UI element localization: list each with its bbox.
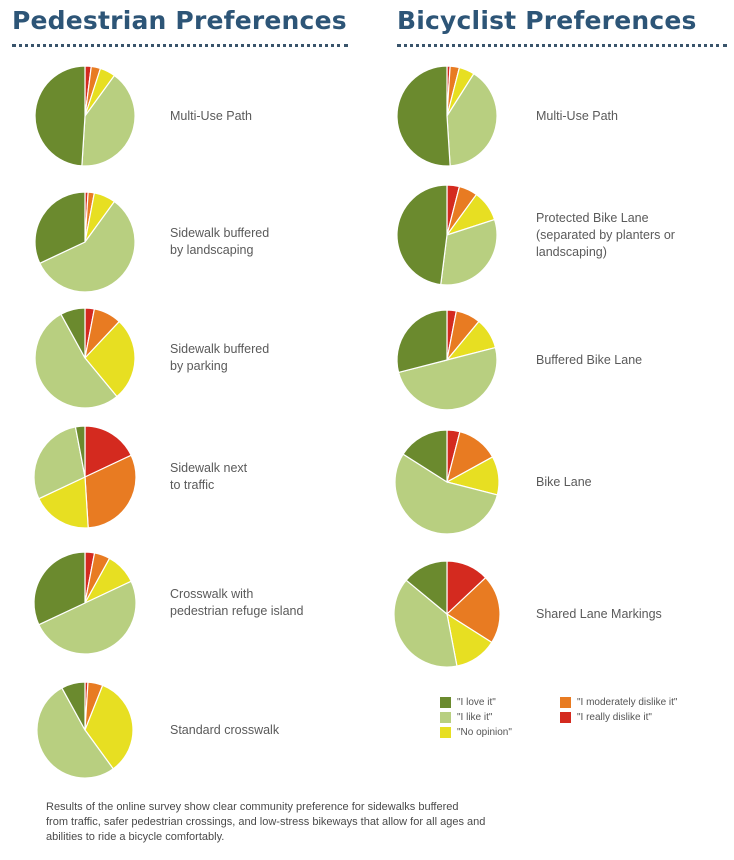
pie-slice-love: [34, 191, 86, 265]
pie-slice-like: [36, 687, 115, 779]
pie-slice-love: [60, 307, 86, 359]
pie-slice-love: [33, 551, 86, 626]
legend-moderately-dislike-swatch: [560, 697, 571, 708]
pie-label: Protected Bike Lane (separated by plante…: [536, 210, 675, 259]
bicyclist-pie-3: [396, 309, 498, 411]
pedestrian-pie-6: [36, 681, 134, 779]
pie-slice-love: [34, 65, 86, 167]
legend-no-opinion: "No opinion": [440, 727, 512, 738]
legend-really-dislike: "I really dislike it": [560, 712, 652, 723]
bicyclist-title: Bicyclist Preferences: [397, 6, 697, 35]
pie-slice-no-opinion: [38, 476, 89, 529]
pie-slice-love: [396, 65, 451, 167]
pie-slice-like: [34, 313, 118, 409]
legend: "I love it" "I like it" "No opinion" "I …: [440, 697, 730, 745]
pie-slice-love: [402, 429, 448, 484]
pie-slice-moderately-dislike: [446, 576, 501, 644]
legend-really-dislike-swatch: [560, 712, 571, 723]
pedestrian-pie-4: [33, 425, 137, 529]
pie-slice-like: [38, 580, 137, 655]
caption: Results of the online survey show clear …: [46, 800, 706, 845]
legend-moderately-dislike: "I moderately dislike it": [560, 697, 677, 708]
legend-no-opinion-label: "No opinion": [457, 727, 512, 738]
pedestrian-title: Pedestrian Preferences: [12, 6, 347, 35]
bicyclist-pie-4: [394, 429, 500, 535]
pie-label: Standard crosswalk: [170, 722, 280, 737]
pie-slice-no-opinion: [84, 320, 136, 398]
pie-label: Bike Lane: [536, 474, 592, 489]
pedestrian-pie-3: [34, 307, 136, 409]
pie-label: Multi-Use Path: [536, 108, 618, 123]
pie-slice-love: [74, 425, 86, 478]
pie-slice-love: [61, 681, 86, 731]
legend-no-opinion-swatch: [440, 727, 451, 738]
pie-label: Buffered Bike Lane: [536, 352, 643, 367]
caption-line: Results of the online survey show clear …: [46, 801, 459, 813]
pie-slice-like: [38, 200, 136, 293]
caption-line: from traffic, safer pedestrian crossings…: [46, 816, 486, 828]
pedestrian-pie-1: [34, 65, 136, 167]
legend-like-swatch: [440, 712, 451, 723]
pie-label: Multi-Use Path: [170, 108, 252, 123]
legend-moderately-dislike-label: "I moderately dislike it": [577, 697, 678, 708]
pie-slice-like: [393, 579, 458, 668]
pedestrian-pie-2: [34, 191, 136, 293]
pie-slice-no-opinion: [84, 684, 134, 770]
pie-slice-like: [33, 426, 86, 500]
pie-slice-love: [405, 560, 448, 616]
pie-slice-really-dislike: [84, 425, 132, 478]
pie-slice-like: [397, 346, 498, 411]
pie-slice-like: [446, 72, 498, 167]
pie-slice-like: [394, 453, 499, 535]
legend-love: "I love it": [440, 697, 496, 708]
bicyclist-pie-1: [396, 65, 498, 167]
pedestrian-title-divider: [12, 44, 348, 47]
pedestrian-pie-5: [33, 551, 137, 655]
legend-really-dislike-label: "I really dislike it": [577, 712, 652, 723]
legend-love-swatch: [440, 697, 451, 708]
pie-slice-moderately-dislike: [84, 454, 137, 529]
caption-line: abilities to ride a bicycle comfortably.: [46, 831, 225, 843]
pie-slice-love: [396, 184, 448, 286]
bicyclist-pie-2: [396, 184, 498, 286]
pie-label: Sidewalk buffered by landscaping: [170, 226, 270, 257]
pie-slice-like: [440, 218, 498, 286]
legend-like-label: "I like it": [457, 712, 493, 723]
pie-slice-love: [396, 309, 448, 374]
pie-label: Sidewalk next to traffic: [170, 461, 248, 492]
pie-label: Crosswalk with pedestrian refuge island: [170, 587, 304, 618]
pie-label: Shared Lane Markings: [536, 606, 662, 621]
legend-love-label: "I love it": [457, 697, 496, 708]
pie-slice-like: [81, 74, 136, 167]
bicyclist-title-divider: [397, 44, 727, 47]
pie-label: Sidewalk buffered by parking: [170, 342, 270, 373]
legend-like: "I like it": [440, 712, 492, 723]
bicyclist-pie-5: [393, 560, 501, 668]
